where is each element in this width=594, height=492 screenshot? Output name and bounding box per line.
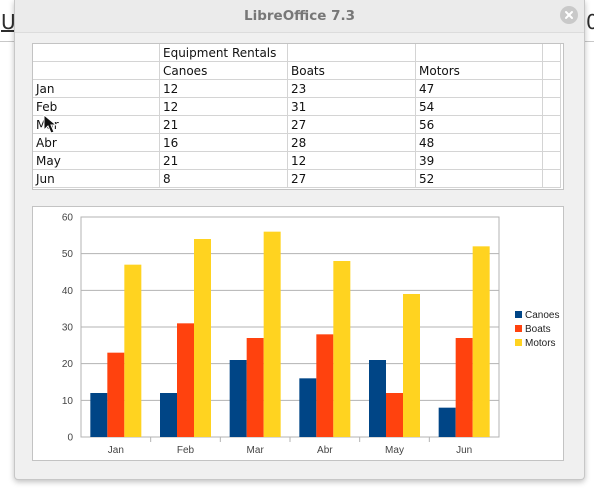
table-cell bbox=[542, 169, 561, 188]
table-header-cell[interactable] bbox=[33, 61, 160, 80]
x-tick-label: Abr bbox=[317, 445, 333, 456]
table-cell[interactable]: 16 bbox=[159, 133, 288, 152]
table-cell[interactable]: 12 bbox=[159, 97, 288, 116]
bar-canoes bbox=[229, 360, 247, 437]
legend-label: Motors bbox=[525, 338, 556, 349]
table-cell[interactable]: 21 bbox=[159, 151, 288, 170]
bar-motors bbox=[263, 231, 281, 437]
table-cell bbox=[542, 151, 561, 170]
bar-boats bbox=[386, 393, 403, 437]
close-icon bbox=[565, 11, 573, 19]
table-row-label[interactable]: Jan bbox=[33, 79, 160, 98]
background-divider bbox=[0, 41, 14, 42]
table-cell[interactable]: 52 bbox=[415, 169, 543, 188]
bar-motors bbox=[194, 239, 211, 437]
bar-canoes bbox=[299, 378, 317, 437]
y-tick-label: 60 bbox=[62, 213, 74, 224]
legend-swatch-canoes bbox=[515, 311, 522, 318]
x-tick-label: Jan bbox=[108, 445, 124, 456]
bar-boats bbox=[316, 334, 334, 437]
legend-swatch-boats bbox=[515, 325, 522, 332]
table-cell[interactable]: 21 bbox=[159, 115, 288, 134]
table-cell[interactable] bbox=[287, 44, 416, 62]
y-tick-label: 10 bbox=[62, 396, 74, 407]
table-cell[interactable]: 12 bbox=[159, 79, 288, 98]
data-table[interactable]: Equipment Rentals Canoes Boats Motors Ja… bbox=[32, 43, 564, 190]
table-cell[interactable]: 28 bbox=[287, 133, 416, 152]
bar-boats bbox=[246, 338, 264, 437]
bar-canoes bbox=[90, 393, 108, 437]
table-header-group-row: Equipment Rentals bbox=[33, 44, 561, 62]
table-row: Mar 21 27 56 bbox=[33, 115, 561, 134]
bar-canoes bbox=[160, 393, 177, 437]
bar-motors bbox=[403, 294, 420, 437]
table-cell bbox=[542, 61, 561, 80]
background-text-left: U bbox=[1, 10, 16, 34]
table-row: Jun 8 27 52 bbox=[33, 169, 561, 188]
table-row: Feb 12 31 54 bbox=[33, 97, 561, 116]
legend-label: Canoes bbox=[525, 310, 559, 321]
table-row-label[interactable]: Feb bbox=[33, 97, 160, 116]
legend-swatch-motors bbox=[515, 339, 522, 346]
table-cell bbox=[542, 44, 561, 62]
table-cell[interactable]: 23 bbox=[287, 79, 416, 98]
y-tick-label: 50 bbox=[62, 249, 74, 260]
chart-dialog-window: LibreOffice 7.3 Equipment Rentals Canoes… bbox=[14, 0, 585, 480]
table-row: Jan 12 23 47 bbox=[33, 79, 561, 98]
table-cell[interactable]: 48 bbox=[415, 133, 543, 152]
x-tick-label: Feb bbox=[177, 445, 195, 456]
chart-area[interactable]: 0 10 20 30 40 50 60 Jan Feb Mar Abr May Jun Canoes Boa… bbox=[32, 206, 564, 461]
table-header-cell[interactable]: Boats bbox=[287, 61, 416, 80]
mouse-pointer-icon bbox=[43, 113, 58, 134]
table-cell[interactable]: 39 bbox=[415, 151, 543, 170]
table-cell[interactable] bbox=[33, 44, 160, 62]
table-header-cell[interactable]: Canoes bbox=[159, 61, 288, 80]
table-cell[interactable]: 31 bbox=[287, 97, 416, 116]
table-row-label[interactable]: May bbox=[33, 151, 160, 170]
bar-motors bbox=[333, 261, 351, 437]
table-header-group[interactable]: Equipment Rentals bbox=[159, 44, 288, 62]
table-cell[interactable]: 27 bbox=[287, 115, 416, 134]
table-row: Abr 16 28 48 bbox=[33, 133, 561, 152]
table-header-cell[interactable]: Motors bbox=[415, 61, 543, 80]
bar-canoes bbox=[438, 407, 456, 437]
window-title: LibreOffice 7.3 bbox=[243, 8, 355, 24]
bar-boats bbox=[455, 338, 473, 437]
background-app: U bbox=[0, 0, 16, 492]
y-tick-label: 0 bbox=[67, 433, 73, 444]
title-bar[interactable]: LibreOffice 7.3 bbox=[15, 0, 584, 33]
table-cell bbox=[542, 115, 561, 134]
table-row-label[interactable]: Abr bbox=[33, 133, 160, 152]
table-cell[interactable]: 12 bbox=[287, 151, 416, 170]
bar-motors bbox=[472, 246, 490, 437]
x-tick-label: May bbox=[385, 445, 404, 456]
table-row: May 21 12 39 bbox=[33, 151, 561, 170]
table-cell[interactable]: 27 bbox=[287, 169, 416, 188]
table-cell[interactable]: 56 bbox=[415, 115, 543, 134]
bar-motors bbox=[124, 264, 142, 437]
table-cell bbox=[542, 79, 561, 98]
close-button[interactable] bbox=[560, 6, 578, 24]
background-divider-right bbox=[584, 41, 594, 42]
table-cell[interactable]: 54 bbox=[415, 97, 543, 116]
bar-chart[interactable]: 0 10 20 30 40 50 60 Jan Feb Mar Abr May Jun Canoes Boa… bbox=[33, 207, 563, 460]
table-cell[interactable]: 47 bbox=[415, 79, 543, 98]
bar-boats bbox=[107, 352, 125, 437]
table-cell[interactable]: 8 bbox=[159, 169, 288, 188]
background-text-right: 0/ bbox=[586, 10, 594, 34]
x-tick-label: Jun bbox=[456, 445, 472, 456]
table-cell bbox=[542, 133, 561, 152]
y-tick-label: 30 bbox=[62, 323, 74, 334]
table-cell[interactable] bbox=[415, 44, 543, 62]
x-tick-label: Mar bbox=[247, 445, 265, 456]
table-header-row: Canoes Boats Motors bbox=[33, 61, 561, 80]
legend-label: Boats bbox=[525, 324, 551, 335]
table-cell bbox=[542, 97, 561, 116]
table-row-label[interactable]: Jun bbox=[33, 169, 160, 188]
y-tick-label: 40 bbox=[62, 286, 74, 297]
y-tick-label: 20 bbox=[62, 359, 74, 370]
bar-boats bbox=[177, 323, 194, 437]
bar-canoes bbox=[369, 360, 386, 437]
